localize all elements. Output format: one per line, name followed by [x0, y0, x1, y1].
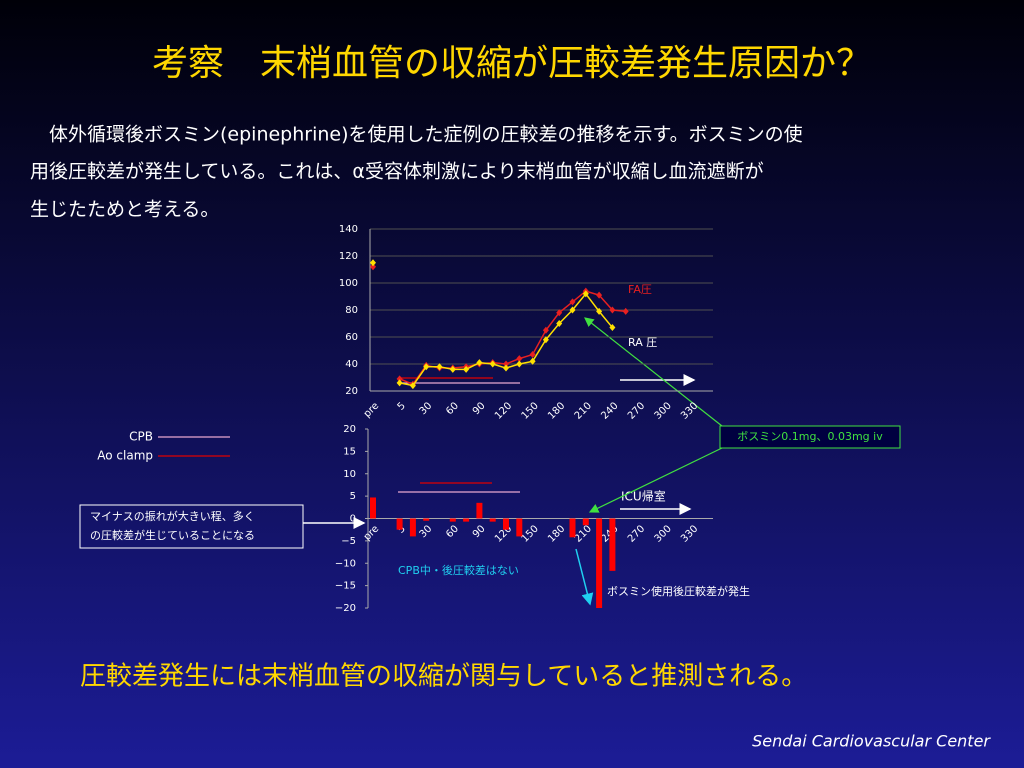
body-line: 用後圧較差が発生している。これは、α受容体刺激により末梢血管が収縮し血流遮断が: [30, 161, 764, 183]
data-point: [476, 359, 483, 367]
data-point: [622, 307, 629, 315]
data-point: [569, 306, 576, 314]
bar: [449, 518, 456, 522]
data-point: [396, 379, 403, 387]
data-point: [423, 363, 430, 371]
annotation: CPB中・後圧較差はない: [398, 563, 519, 577]
data-point: [596, 307, 603, 315]
y-tick-label: −20: [335, 603, 356, 614]
y-tick-label: 20: [345, 386, 358, 397]
data-point: [582, 290, 589, 298]
y-tick-label: 10: [343, 469, 356, 480]
y-tick-label: −10: [335, 558, 356, 569]
y-tick-label: 140: [339, 224, 358, 235]
y-tick-label: −5: [341, 536, 356, 547]
data-point: [489, 360, 496, 368]
data-point: [370, 263, 376, 271]
legend-label: Ao clamp: [97, 449, 153, 463]
data-point: [503, 364, 509, 372]
bar: [370, 497, 376, 519]
data-point: [409, 382, 416, 390]
arrow: [575, 548, 594, 606]
bar: [476, 502, 483, 519]
data-point: [516, 355, 523, 363]
callout-box: [719, 425, 901, 449]
title: 考察 末梢血管の収縮が圧較差発生原因か？: [152, 43, 872, 84]
y-tick-label: 20: [343, 424, 356, 435]
body-line: 体外循環後ボスミン(epinephrine)を使用した症例の圧較差の推移を示す。…: [30, 124, 803, 146]
y-tick-label: 0: [350, 514, 356, 525]
data-point: [503, 360, 509, 368]
data-point: [556, 320, 563, 327]
y-tick-label: −15: [335, 581, 356, 592]
conclusion: 圧較差発生には末梢血管の収縮が関与していると推測される。: [80, 662, 807, 692]
y-tick-label: 60: [345, 332, 358, 343]
callout-text: ボスミン0.1mg、0.03mg iv: [737, 430, 883, 443]
y-tick-label: 80: [345, 305, 358, 316]
arrow: [584, 317, 723, 427]
bar: [463, 518, 470, 522]
data-point: [396, 375, 403, 383]
y-tick-label: 100: [339, 278, 358, 289]
footer: Sendai Cardiovascular Center: [752, 732, 991, 751]
data-point: [449, 365, 456, 373]
y-tick-label: 15: [343, 446, 356, 457]
bar: [569, 518, 576, 538]
y-tick-label: 5: [350, 491, 356, 502]
note-box: [79, 504, 304, 549]
y-tick-label: 120: [339, 251, 358, 262]
data-point: [370, 259, 376, 267]
data-point: [463, 365, 470, 373]
bar: [409, 518, 416, 537]
data-point: [529, 357, 536, 365]
bar: [609, 518, 616, 571]
legend-label: CPB: [129, 430, 153, 444]
y-tick-label: 40: [345, 359, 358, 370]
annotation: ボスミン使用後圧較差が発生: [607, 584, 750, 598]
note-text: の圧較差が生じていることになる: [90, 528, 255, 542]
icu-label: ICU帰室: [621, 489, 666, 504]
data-point: [609, 324, 616, 332]
data-point: [529, 351, 536, 359]
data-point: [609, 306, 616, 314]
bar: [596, 518, 603, 608]
bar: [423, 518, 430, 521]
data-point: [556, 309, 563, 317]
bar: [489, 518, 496, 522]
data-point: [436, 363, 443, 371]
note-text: マイナスの振れが大きい程、多く: [90, 509, 255, 523]
body-line: 生じたためと考える。: [30, 199, 219, 221]
bar: [503, 518, 509, 530]
arrow: [588, 447, 723, 513]
bar: [396, 518, 403, 530]
data-point: [596, 291, 603, 299]
bar: [582, 518, 589, 526]
series-label: FA圧: [628, 283, 652, 296]
data-point: [569, 298, 576, 306]
series-label: RA 圧: [628, 336, 657, 349]
data-point: [542, 326, 549, 334]
data-point: [516, 360, 523, 368]
bar: [516, 518, 523, 537]
data-point: [542, 336, 549, 344]
